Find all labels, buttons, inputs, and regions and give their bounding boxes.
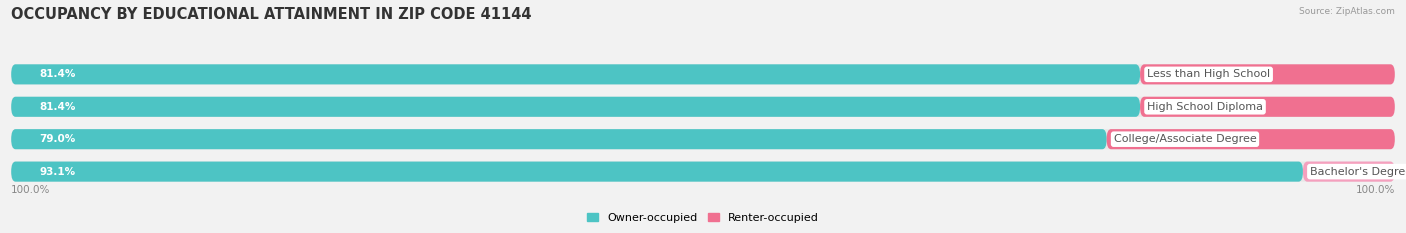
Text: 100.0%: 100.0% — [1355, 185, 1395, 195]
FancyBboxPatch shape — [11, 161, 1395, 182]
FancyBboxPatch shape — [11, 64, 1140, 84]
Text: Less than High School: Less than High School — [1147, 69, 1270, 79]
Text: College/Associate Degree: College/Associate Degree — [1114, 134, 1257, 144]
FancyBboxPatch shape — [11, 129, 1395, 149]
FancyBboxPatch shape — [11, 64, 1395, 84]
Text: 81.4%: 81.4% — [39, 102, 76, 112]
Text: OCCUPANCY BY EDUCATIONAL ATTAINMENT IN ZIP CODE 41144: OCCUPANCY BY EDUCATIONAL ATTAINMENT IN Z… — [11, 7, 531, 22]
Text: Source: ZipAtlas.com: Source: ZipAtlas.com — [1299, 7, 1395, 16]
FancyBboxPatch shape — [11, 97, 1140, 117]
FancyBboxPatch shape — [1303, 161, 1395, 182]
FancyBboxPatch shape — [1107, 129, 1395, 149]
Text: 93.1%: 93.1% — [39, 167, 75, 177]
FancyBboxPatch shape — [1140, 64, 1395, 84]
FancyBboxPatch shape — [11, 97, 1395, 117]
FancyBboxPatch shape — [11, 161, 1303, 182]
Text: 81.4%: 81.4% — [39, 69, 76, 79]
Text: Bachelor's Degree or higher: Bachelor's Degree or higher — [1310, 167, 1406, 177]
Text: 100.0%: 100.0% — [11, 185, 51, 195]
Text: 79.0%: 79.0% — [39, 134, 76, 144]
Text: High School Diploma: High School Diploma — [1147, 102, 1263, 112]
FancyBboxPatch shape — [1140, 97, 1395, 117]
Legend: Owner-occupied, Renter-occupied: Owner-occupied, Renter-occupied — [582, 208, 824, 227]
FancyBboxPatch shape — [11, 129, 1107, 149]
